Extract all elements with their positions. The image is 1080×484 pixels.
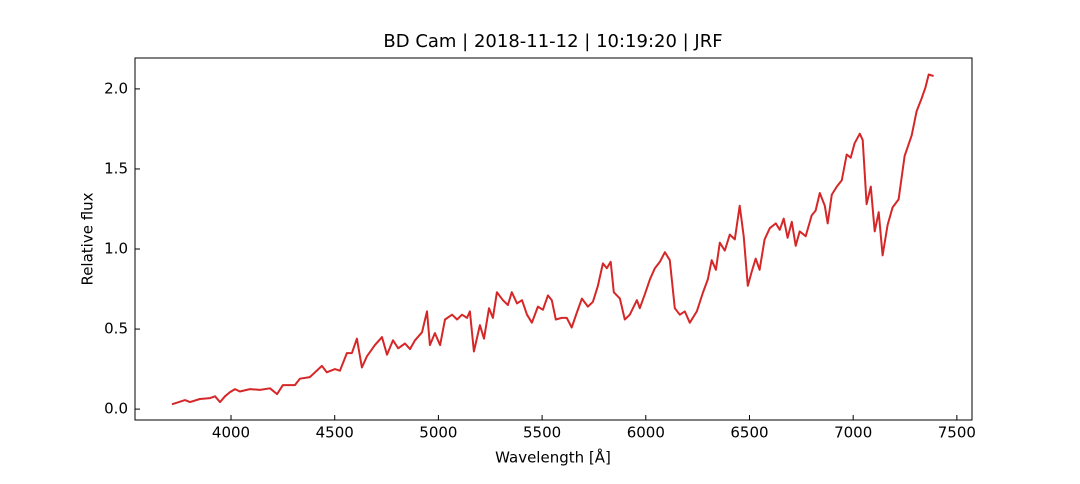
x-tick-label: 4500 <box>316 424 354 442</box>
y-axis-label: Relative flux <box>79 192 97 285</box>
x-tick-label: 7000 <box>834 424 872 442</box>
x-tick-label: 4000 <box>212 424 250 442</box>
chart-title: BD Cam | 2018-11-12 | 10:19:20 | JRF <box>383 31 722 52</box>
x-tick-label: 7500 <box>938 424 976 442</box>
x-axis-label: Wavelength [Å] <box>495 448 611 467</box>
y-tick-label: 2.0 <box>104 79 128 97</box>
x-tick-label: 6000 <box>627 424 665 442</box>
x-tick-label: 6500 <box>730 424 768 442</box>
y-tick-label: 1.5 <box>104 159 128 177</box>
x-tick-label: 5000 <box>419 424 457 442</box>
plot-frame <box>134 57 973 421</box>
data-line <box>171 73 934 406</box>
y-tick-label: 1.0 <box>104 240 128 258</box>
y-tick-label: 0.0 <box>104 400 128 418</box>
y-tick-label: 0.5 <box>104 320 128 338</box>
x-tick-label: 5500 <box>523 424 561 442</box>
